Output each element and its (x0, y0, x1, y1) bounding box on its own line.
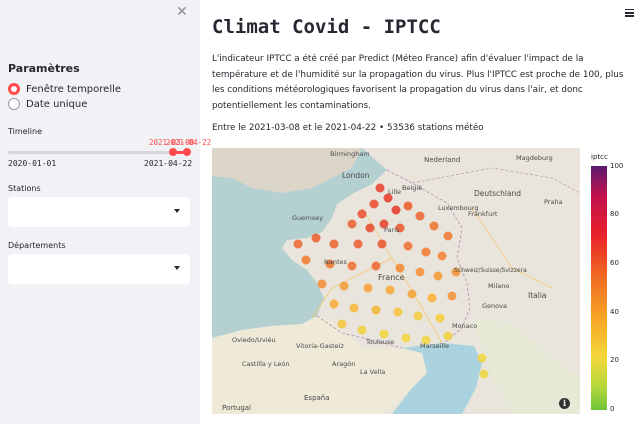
slider-start-handle[interactable] (169, 148, 177, 156)
stations-map[interactable]: Birmingham Nederland Magdeburg London Li… (212, 148, 580, 414)
map-canvas[interactable]: Birmingham Nederland Magdeburg London Li… (212, 148, 580, 414)
page-title: Climat Covid - IPTCC (212, 16, 441, 38)
slider-end-handle[interactable] (183, 148, 191, 156)
map-label: Castilla y León (242, 360, 289, 368)
sidebar: ✕ Paramètres Fenêtre temporelle Date uni… (0, 0, 211, 424)
slider-start-value: 2021-03-08 (149, 138, 195, 147)
map-label: España (304, 394, 330, 402)
map-label: La Vella (360, 368, 385, 376)
map-label: Monaco (452, 322, 477, 330)
radio-unselected-icon[interactable] (8, 98, 20, 110)
colorbar (591, 166, 607, 410)
slider-min-label: 2020-01-01 (8, 159, 57, 168)
hamburger-menu-icon[interactable] (625, 9, 634, 17)
map-label: België (402, 184, 422, 192)
timeline-label: Timeline (8, 127, 43, 136)
radio-label: Date unique (26, 98, 88, 110)
page-description: L'indicateur IPTCC a été créé par Predic… (212, 54, 624, 111)
chevron-down-icon (174, 209, 180, 213)
sidebar-heading: Paramètres (8, 62, 80, 75)
chevron-down-icon (174, 266, 180, 270)
map-label: Oviedo/Uviéu (232, 336, 276, 344)
map-label: Birmingham (330, 150, 370, 158)
map-label: Lille (388, 188, 401, 196)
departements-select[interactable] (8, 254, 190, 284)
map-label: Nederland (424, 156, 460, 164)
map-label: Praha (544, 198, 563, 206)
colorbar-tick: 40 (610, 308, 619, 316)
colorbar-tick: 20 (610, 356, 619, 364)
map-label: Vitoria-Gasteiz (296, 342, 344, 350)
period-summary: Entre le 2021-03-08 et le 2021-04-22 • 5… (212, 123, 484, 133)
slider-end-value: 2021-04-22 (166, 138, 212, 147)
map-label: London (342, 171, 370, 180)
stations-label: Stations (8, 184, 41, 193)
colorbar-tick: 80 (610, 210, 619, 218)
map-label: Nantes (324, 258, 348, 266)
stations-select[interactable] (8, 197, 190, 227)
radio-fenetre-temporelle[interactable]: Fenêtre temporelle (8, 82, 121, 96)
map-label: Portugal (222, 404, 251, 412)
radio-selected-icon[interactable] (8, 83, 20, 95)
map-label: Frankfurt (468, 210, 498, 218)
map-label: Luxembourg (438, 204, 479, 212)
timeline-slider[interactable] (8, 148, 191, 156)
slider-range-fill (173, 151, 188, 154)
radio-date-unique[interactable]: Date unique (8, 97, 87, 111)
map-label: Marseille (420, 342, 449, 350)
map-label: Genova (482, 302, 507, 310)
colorbar-tick: 60 (610, 259, 619, 267)
map-label: France (378, 273, 405, 282)
slider-max-label: 2021-04-22 (144, 159, 193, 168)
map-label: Schweiz/Suisse/Svizzera (454, 267, 527, 274)
departements-label: Départements (8, 241, 66, 250)
map-label: Milano (488, 282, 509, 290)
info-icon[interactable]: i (559, 398, 570, 409)
map-label: Italia (528, 291, 547, 300)
map-label: Toulouse (365, 338, 394, 346)
colorbar-title: iptcc (591, 153, 608, 161)
map-label: Guernsey (292, 214, 323, 222)
map-label: Aragón (332, 360, 355, 368)
radio-label: Fenêtre temporelle (26, 83, 122, 95)
map-label: Paris (384, 226, 400, 234)
close-icon[interactable]: ✕ (176, 4, 188, 20)
colorbar-tick: 0 (610, 405, 615, 413)
colorbar-tick: 100 (610, 162, 624, 170)
map-label: Deutschland (474, 189, 521, 198)
map-label: Magdeburg (516, 154, 553, 162)
